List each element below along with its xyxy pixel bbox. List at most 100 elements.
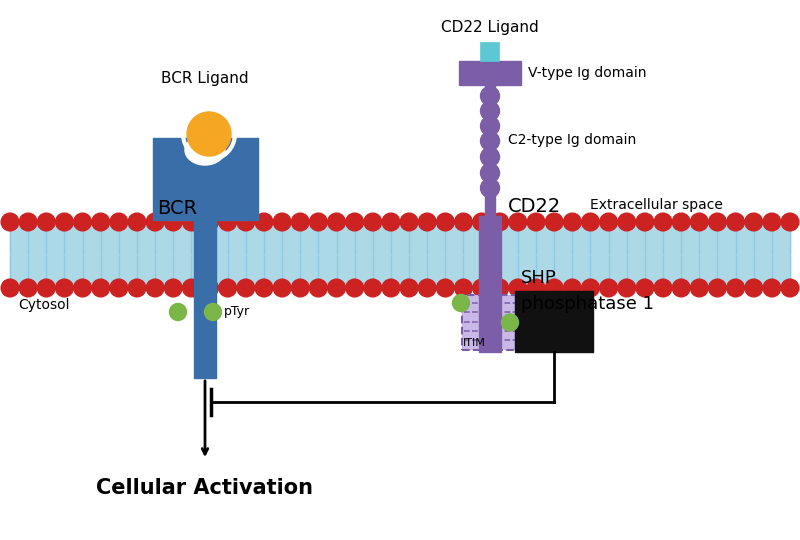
Circle shape xyxy=(110,279,128,297)
Circle shape xyxy=(19,279,37,297)
Text: SHP: SHP xyxy=(521,269,557,287)
Circle shape xyxy=(237,279,254,297)
Circle shape xyxy=(19,213,37,231)
Circle shape xyxy=(201,213,218,231)
Bar xyxy=(485,77,495,86)
Circle shape xyxy=(255,213,273,231)
Circle shape xyxy=(509,279,526,297)
Circle shape xyxy=(481,147,499,166)
Circle shape xyxy=(418,279,436,297)
Circle shape xyxy=(219,213,237,231)
Circle shape xyxy=(763,213,781,231)
Circle shape xyxy=(418,213,436,231)
Text: ITIM: ITIM xyxy=(463,338,486,348)
Circle shape xyxy=(473,213,490,231)
Circle shape xyxy=(654,213,672,231)
Circle shape xyxy=(690,279,708,297)
Circle shape xyxy=(745,213,762,231)
Circle shape xyxy=(563,279,581,297)
Circle shape xyxy=(92,279,110,297)
Circle shape xyxy=(709,213,726,231)
Circle shape xyxy=(201,279,218,297)
Circle shape xyxy=(187,112,231,156)
Circle shape xyxy=(726,213,745,231)
Circle shape xyxy=(74,213,91,231)
Circle shape xyxy=(1,279,19,297)
Circle shape xyxy=(291,279,309,297)
Bar xyxy=(515,291,593,352)
Circle shape xyxy=(600,213,618,231)
Circle shape xyxy=(781,213,799,231)
Circle shape xyxy=(654,279,672,297)
Text: BCR: BCR xyxy=(157,199,197,218)
Circle shape xyxy=(364,279,382,297)
Text: phosphatase 1: phosphatase 1 xyxy=(521,295,654,313)
Circle shape xyxy=(763,279,781,297)
Circle shape xyxy=(55,279,74,297)
Circle shape xyxy=(473,279,490,297)
Circle shape xyxy=(709,279,726,297)
Circle shape xyxy=(182,279,200,297)
Circle shape xyxy=(491,279,509,297)
Circle shape xyxy=(437,279,454,297)
Circle shape xyxy=(454,213,472,231)
Circle shape xyxy=(38,213,55,231)
Circle shape xyxy=(400,213,418,231)
Circle shape xyxy=(618,279,636,297)
Circle shape xyxy=(454,279,472,297)
Circle shape xyxy=(546,279,563,297)
Circle shape xyxy=(92,213,110,231)
Bar xyxy=(194,220,216,378)
Circle shape xyxy=(364,213,382,231)
Circle shape xyxy=(274,279,291,297)
FancyBboxPatch shape xyxy=(462,295,518,350)
Circle shape xyxy=(546,213,563,231)
Circle shape xyxy=(726,279,745,297)
Circle shape xyxy=(328,213,346,231)
Circle shape xyxy=(481,164,499,183)
Circle shape xyxy=(509,213,526,231)
Circle shape xyxy=(182,213,200,231)
Circle shape xyxy=(128,279,146,297)
Circle shape xyxy=(502,314,518,331)
Circle shape xyxy=(636,279,654,297)
Circle shape xyxy=(219,279,237,297)
Text: C2-type Ig domain: C2-type Ig domain xyxy=(508,133,636,147)
Circle shape xyxy=(170,303,186,321)
Circle shape xyxy=(745,279,762,297)
Circle shape xyxy=(128,213,146,231)
Circle shape xyxy=(453,294,470,312)
Text: Cellular Activation: Cellular Activation xyxy=(97,478,314,498)
Circle shape xyxy=(563,213,581,231)
Circle shape xyxy=(74,279,91,297)
Circle shape xyxy=(481,132,499,151)
Circle shape xyxy=(600,279,618,297)
Circle shape xyxy=(110,213,128,231)
Bar xyxy=(481,43,499,61)
Circle shape xyxy=(481,86,499,105)
Circle shape xyxy=(382,279,400,297)
Circle shape xyxy=(437,213,454,231)
Circle shape xyxy=(491,213,509,231)
Circle shape xyxy=(237,213,254,231)
Text: Extracellular space: Extracellular space xyxy=(590,198,723,212)
Circle shape xyxy=(618,213,636,231)
Text: pTyr: pTyr xyxy=(224,306,250,319)
Text: CD22: CD22 xyxy=(508,197,562,216)
Text: CD22 Ligand: CD22 Ligand xyxy=(441,20,539,35)
Circle shape xyxy=(146,213,164,231)
Bar xyxy=(459,61,521,85)
Circle shape xyxy=(310,213,327,231)
Circle shape xyxy=(690,213,708,231)
Circle shape xyxy=(346,279,363,297)
Text: Cytosol: Cytosol xyxy=(18,298,70,312)
Text: BCR Ligand: BCR Ligand xyxy=(161,71,249,86)
Circle shape xyxy=(400,279,418,297)
Circle shape xyxy=(146,279,164,297)
Text: V-type Ig domain: V-type Ig domain xyxy=(528,66,646,80)
Ellipse shape xyxy=(185,135,225,165)
Circle shape xyxy=(481,179,499,198)
Circle shape xyxy=(527,213,545,231)
Circle shape xyxy=(274,213,291,231)
Circle shape xyxy=(346,213,363,231)
